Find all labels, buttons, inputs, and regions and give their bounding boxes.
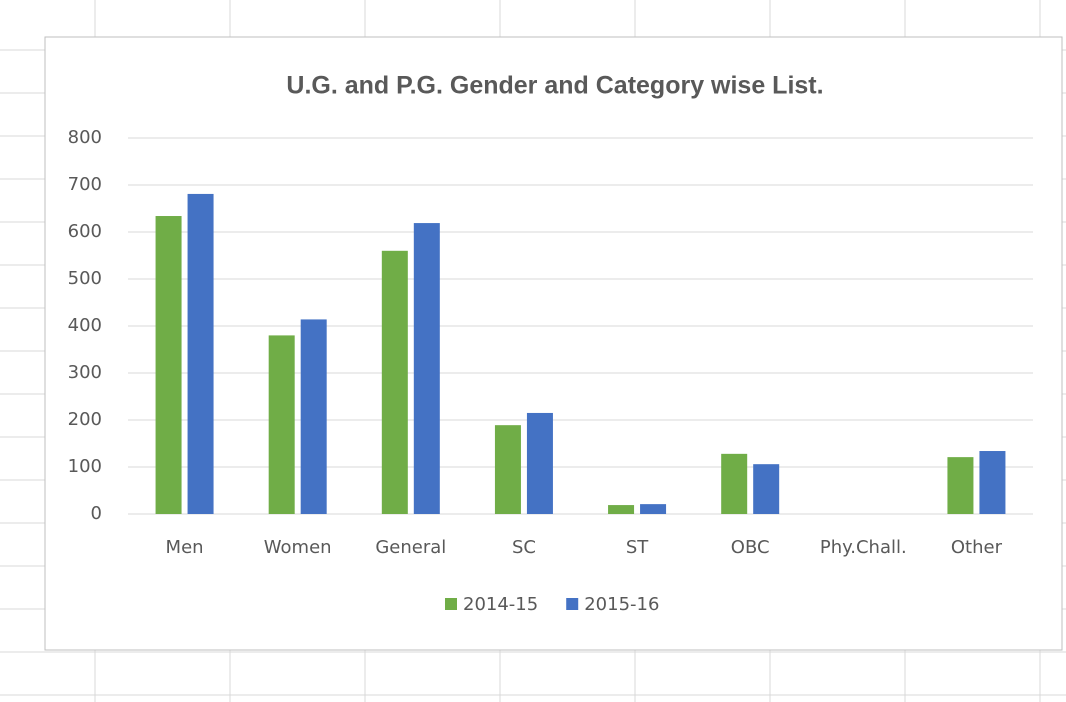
x-tick-label: Phy.Chall.: [820, 537, 907, 558]
legend-label: 2014-15: [463, 594, 538, 615]
bar: [494, 425, 521, 514]
x-tick-label: Other: [951, 537, 1003, 558]
bar: [640, 504, 667, 514]
y-tick-label: 500: [68, 268, 102, 289]
bar: [753, 464, 780, 514]
bar: [155, 216, 182, 514]
bar: [268, 335, 295, 514]
legend-swatch: [445, 598, 457, 610]
x-tick-label: OBC: [731, 537, 770, 558]
bar: [526, 412, 553, 514]
x-tick-label: Men: [166, 537, 204, 558]
chart-title: U.G. and P.G. Gender and Category wise L…: [286, 72, 823, 100]
x-tick-label: ST: [626, 537, 649, 558]
x-tick-label: General: [375, 537, 446, 558]
bar: [979, 451, 1006, 514]
x-tick-label: SC: [512, 537, 536, 558]
bar: [721, 453, 748, 514]
bar: [413, 223, 440, 514]
y-tick-label: 200: [68, 409, 102, 430]
y-tick-label: 800: [68, 127, 102, 148]
y-tick-label: 100: [68, 456, 102, 477]
y-tick-label: 0: [91, 503, 102, 524]
bar: [187, 193, 214, 514]
chart-frame[interactable]: [44, 36, 1063, 651]
y-tick-label: 300: [68, 362, 102, 383]
bar: [381, 250, 408, 515]
bar: [300, 319, 327, 514]
y-tick-label: 700: [68, 174, 102, 195]
x-tick-label: Women: [264, 537, 332, 558]
y-tick-label: 400: [68, 315, 102, 336]
legend-swatch: [566, 598, 579, 610]
bar: [947, 457, 974, 514]
legend-label: 2015-16: [584, 594, 659, 615]
y-tick-label: 600: [68, 221, 102, 242]
bar: [608, 505, 635, 514]
